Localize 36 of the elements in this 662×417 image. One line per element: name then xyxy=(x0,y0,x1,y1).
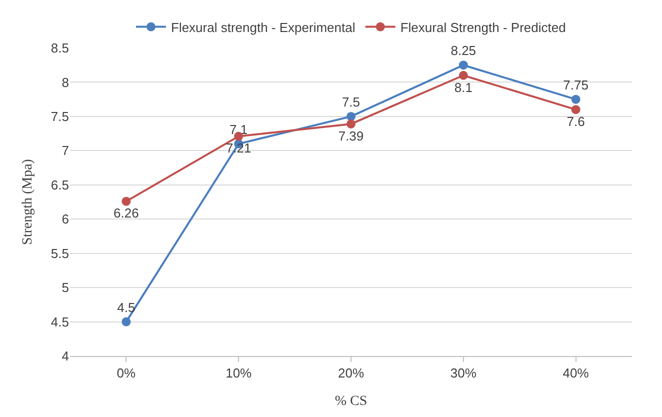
y-tick-label: 6 xyxy=(62,212,69,227)
point xyxy=(458,60,468,70)
data-label: 7.39 xyxy=(338,128,364,144)
data-label: 8.25 xyxy=(450,43,476,58)
y-tick-label: 6.5 xyxy=(50,177,69,192)
x-tick-label: 30% xyxy=(450,366,477,381)
x-tick-label: 40% xyxy=(562,366,590,381)
point xyxy=(571,94,580,104)
x-tick-label: 0% xyxy=(116,366,136,381)
data-label: 7.5 xyxy=(342,94,360,110)
point xyxy=(346,119,356,128)
legend-label: Flexural strength - Experimental xyxy=(171,20,356,35)
y-axis-title: Strength (Mpa) xyxy=(20,158,36,245)
y-tick-label: 4 xyxy=(62,348,69,364)
data-label: 7.6 xyxy=(566,114,585,129)
point xyxy=(122,196,131,206)
y-tick-label: 5 xyxy=(62,280,69,296)
data-label: 8.1 xyxy=(454,80,472,95)
point xyxy=(346,112,356,121)
x-tick-label: 10% xyxy=(226,366,252,381)
data-label: 6.26 xyxy=(114,206,139,221)
point xyxy=(458,70,468,80)
x-tick-label: 20% xyxy=(338,366,364,381)
data-label: 7.75 xyxy=(563,77,588,92)
y-tick-label: 4.5 xyxy=(50,314,69,330)
point xyxy=(571,105,580,114)
x-axis-title: % CS xyxy=(334,394,368,409)
y-tick-label: 7.5 xyxy=(50,108,69,124)
point xyxy=(122,317,131,326)
y-tick-label: 5.5 xyxy=(50,246,69,261)
y-tick-label: 7 xyxy=(62,143,69,158)
y-tick-label: 8.5 xyxy=(50,40,69,56)
data-label: 4.5 xyxy=(117,300,136,315)
legend-label: Flexural Strength - Predicted xyxy=(400,20,566,35)
y-tick-label: 8 xyxy=(62,74,69,90)
data-label: 7.1 xyxy=(230,122,248,137)
